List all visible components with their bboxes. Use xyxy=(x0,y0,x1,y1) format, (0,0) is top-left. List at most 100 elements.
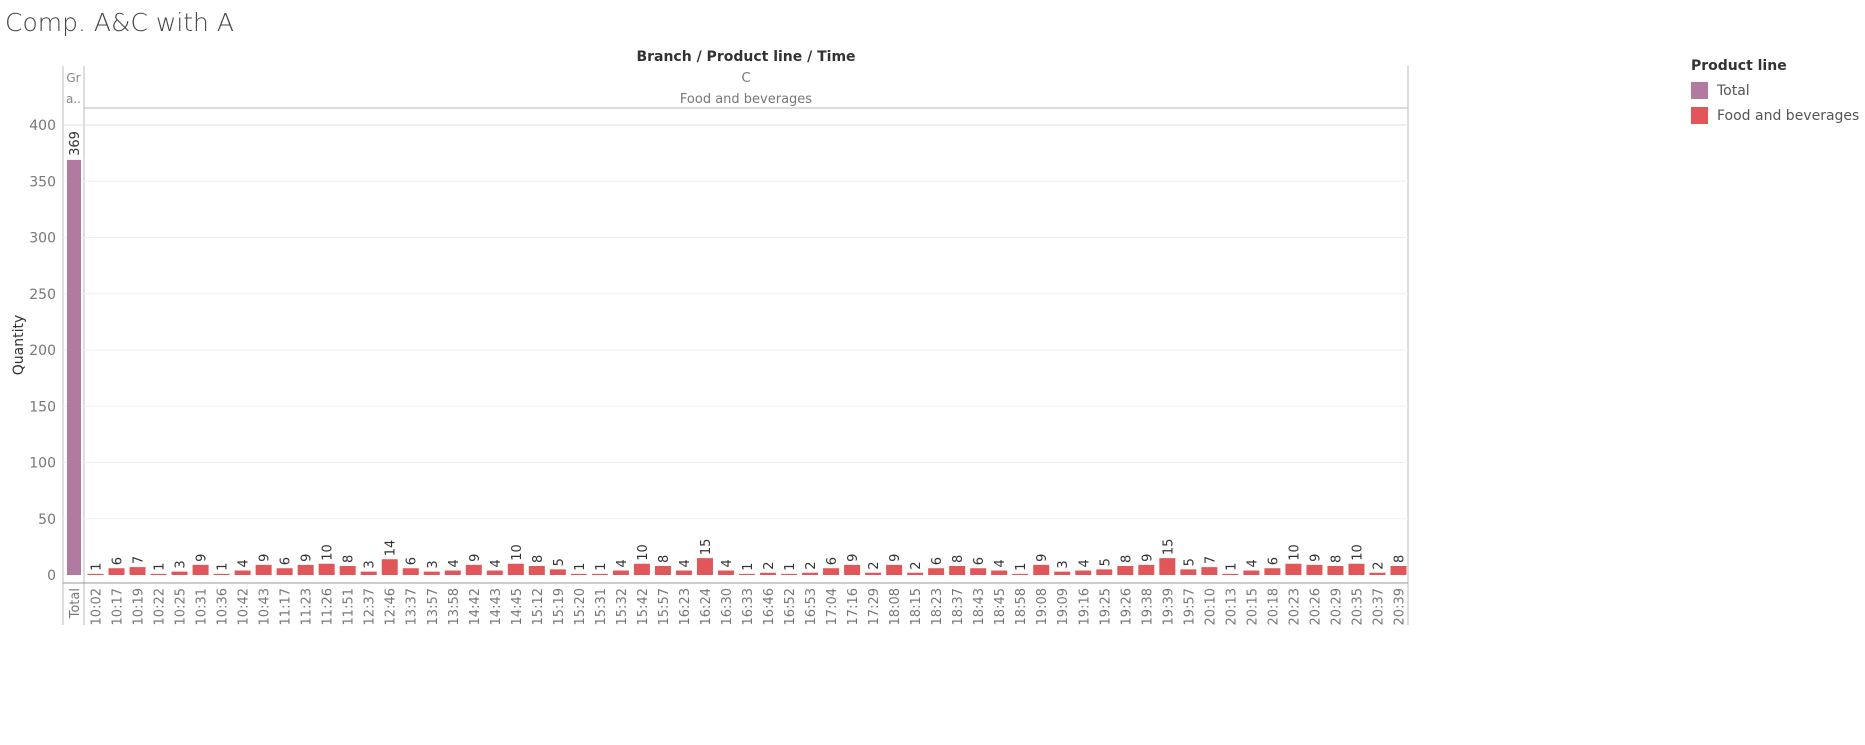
data-label-1646: 2 xyxy=(762,561,777,569)
bar-2039 xyxy=(1390,566,1407,575)
bar-1443 xyxy=(486,570,503,575)
data-label-1117: 6 xyxy=(279,557,294,565)
bar-1908 xyxy=(1033,564,1050,575)
data-label-2023: 10 xyxy=(1287,544,1302,561)
x-tick-label-1938: 19:38 xyxy=(1140,588,1155,625)
data-label-1512: 8 xyxy=(531,555,546,563)
bar-1926 xyxy=(1117,566,1134,575)
bar-1036 xyxy=(213,573,230,575)
bar-1519 xyxy=(549,569,566,575)
data-label-total: 369 xyxy=(68,131,83,156)
data-label-1925: 5 xyxy=(1098,558,1113,566)
bar-total xyxy=(67,159,81,575)
data-label-1939: 15 xyxy=(1161,539,1176,556)
data-label-1358: 4 xyxy=(447,559,462,567)
bar-1815 xyxy=(907,572,924,575)
data-label-1542: 10 xyxy=(636,544,651,561)
data-label-1123: 9 xyxy=(300,554,315,562)
x-tick-label-1043: 10:43 xyxy=(258,588,273,625)
legend: Product line Total Food and beverages xyxy=(1691,58,1859,128)
x-tick-label-1916: 19:16 xyxy=(1077,588,1092,625)
bar-1925 xyxy=(1096,569,1113,575)
legend-item-food-and-beverages[interactable]: Food and beverages xyxy=(1691,103,1859,128)
x-tick-label-1815: 18:15 xyxy=(909,588,924,625)
bar-1445 xyxy=(507,563,524,575)
bar-1808 xyxy=(886,564,903,575)
data-label-1630: 4 xyxy=(720,559,735,567)
data-label-1043: 9 xyxy=(258,554,273,562)
data-label-1623: 4 xyxy=(678,559,693,567)
x-tick-label-1939: 19:39 xyxy=(1161,588,1176,625)
data-label-1126: 10 xyxy=(321,544,336,561)
bar-1512 xyxy=(528,566,545,575)
x-tick-label-2029: 20:29 xyxy=(1329,588,1344,625)
x-tick-label-1532: 15:32 xyxy=(615,588,630,625)
bar-1031 xyxy=(192,564,209,575)
bar-2015 xyxy=(1243,570,1260,575)
data-label-1633: 1 xyxy=(741,563,756,571)
x-tick-label-1716: 17:16 xyxy=(846,588,861,625)
bar-1716 xyxy=(844,564,861,575)
bar-1237 xyxy=(360,571,377,575)
y-tick-label-50: 50 xyxy=(38,512,56,528)
data-label-1845: 4 xyxy=(993,559,1008,567)
bar-1909 xyxy=(1054,571,1071,575)
data-label-1031: 9 xyxy=(195,554,210,562)
legend-swatch-total xyxy=(1691,82,1708,99)
x-tick-label-1808: 18:08 xyxy=(888,588,903,625)
x-tick-label-total: Total xyxy=(68,588,83,619)
bar-1939 xyxy=(1159,558,1176,575)
chart-title: Comp. A&C with A xyxy=(5,8,234,37)
data-label-1445: 10 xyxy=(510,544,525,561)
bar-1938 xyxy=(1138,564,1155,575)
data-label-1442: 9 xyxy=(468,554,483,562)
x-tick-label-1036: 10:36 xyxy=(216,588,231,625)
bar-1357 xyxy=(423,571,440,575)
y-tick-label-200: 200 xyxy=(29,343,56,359)
bar-2026 xyxy=(1306,564,1323,575)
bar-chart: Branch / Product line / Time C Food and be… xyxy=(11,49,1409,625)
x-tick-label-1237: 12:37 xyxy=(363,588,378,625)
data-label-1938: 9 xyxy=(1140,554,1155,562)
bar-2029 xyxy=(1327,566,1344,575)
x-tick-label-2037: 20:37 xyxy=(1371,588,1386,625)
x-tick-label-1117: 11:17 xyxy=(279,588,294,625)
x-tick-label-1646: 16:46 xyxy=(762,588,777,625)
bar-2010 xyxy=(1201,567,1218,575)
legend-label-food-and-beverages: Food and beverages xyxy=(1717,107,1860,124)
data-label-1017: 6 xyxy=(111,557,126,565)
grand-total-header-line2: a.. xyxy=(66,92,81,106)
x-tick-label-1729: 17:29 xyxy=(867,588,882,625)
data-label-2039: 8 xyxy=(1393,555,1408,563)
bar-1916 xyxy=(1075,570,1092,575)
data-label-1653: 2 xyxy=(804,561,819,569)
legend-item-total[interactable]: Total xyxy=(1691,78,1859,103)
x-tick-label-1926: 19:26 xyxy=(1119,588,1134,625)
x-tick-label-1022: 10:22 xyxy=(153,588,168,625)
bar-1837 xyxy=(949,566,966,575)
product-line-header: Food and beverages xyxy=(680,92,812,107)
branch-header: C xyxy=(741,71,750,86)
y-tick-label-300: 300 xyxy=(29,231,56,247)
bar-1246 xyxy=(381,559,398,575)
data-label-1246: 14 xyxy=(384,540,399,557)
data-label-1815: 2 xyxy=(909,561,924,569)
bar-1843 xyxy=(970,568,987,575)
x-tick-label-1837: 18:37 xyxy=(951,588,966,625)
x-tick-label-1357: 13:57 xyxy=(426,588,441,625)
x-tick-label-1442: 14:42 xyxy=(468,588,483,625)
data-label-1443: 4 xyxy=(489,559,504,567)
bar-1520 xyxy=(570,573,587,575)
bar-1025 xyxy=(171,571,188,575)
data-label-1624: 15 xyxy=(699,539,714,556)
x-tick-label-1019: 10:19 xyxy=(132,588,147,625)
bar-1623 xyxy=(675,570,692,575)
x-tick-label-1031: 10:31 xyxy=(195,588,210,625)
data-label-1151: 8 xyxy=(342,555,357,563)
bar-1017 xyxy=(108,568,125,575)
x-tick-label-1557: 15:57 xyxy=(657,588,672,625)
data-label-2018: 6 xyxy=(1266,557,1281,565)
y-tick-label-150: 150 xyxy=(29,399,56,415)
data-label-1837: 8 xyxy=(951,555,966,563)
bar-1646 xyxy=(760,572,777,575)
